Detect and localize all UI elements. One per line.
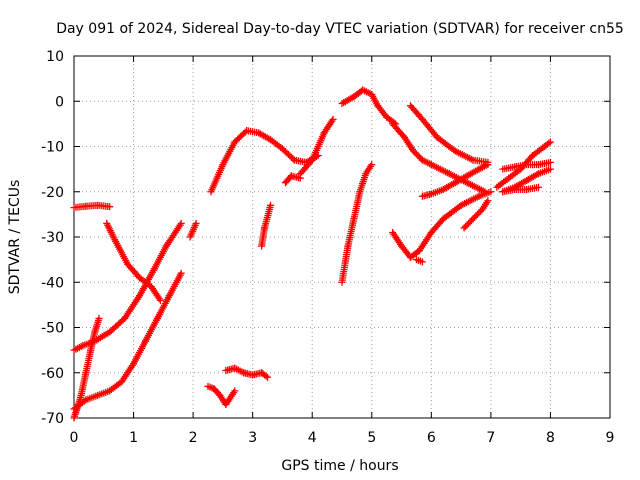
data-point-marker xyxy=(418,258,426,266)
data-point-marker xyxy=(546,165,554,173)
data-point-marker xyxy=(231,387,239,395)
series-s13 xyxy=(338,86,400,128)
x-tick-label: 9 xyxy=(606,430,615,446)
series-s8 xyxy=(222,364,272,381)
x-tick-label: 2 xyxy=(189,430,198,446)
x-tick-label: 3 xyxy=(248,430,257,446)
data-point-marker xyxy=(545,139,553,147)
y-tick-label: 0 xyxy=(55,94,64,110)
series-s16 xyxy=(406,102,492,166)
y-tick-label: 10 xyxy=(46,49,64,65)
y-tick-label: -20 xyxy=(41,185,64,201)
data-point-marker xyxy=(546,158,554,166)
y-tick-label: -30 xyxy=(41,230,64,246)
data-point-marker xyxy=(262,372,270,380)
x-tick-label: 8 xyxy=(546,430,555,446)
data-point-marker xyxy=(535,183,543,191)
series-s20 xyxy=(460,197,492,232)
data-point-marker xyxy=(177,269,185,277)
x-tick-label: 6 xyxy=(427,430,436,446)
data-point-marker xyxy=(546,138,554,146)
y-tick-label: -60 xyxy=(41,366,64,382)
chart-title: Day 091 of 2024, Sidereal Day-to-day VTE… xyxy=(56,21,624,37)
x-tick-label: 0 xyxy=(70,430,79,446)
series-s19 xyxy=(418,161,492,200)
data-point-marker xyxy=(177,219,185,227)
y-tick-label: -70 xyxy=(41,411,64,427)
data-point-marker xyxy=(106,203,114,211)
series-s1 xyxy=(70,201,114,212)
y-tick-label: -40 xyxy=(41,275,64,291)
x-tick-label: 1 xyxy=(129,430,138,446)
series-s5 xyxy=(70,269,185,413)
chart-grid xyxy=(74,56,610,418)
series-s24 xyxy=(499,165,554,196)
x-tick-label: 7 xyxy=(486,430,495,446)
series-s3 xyxy=(70,219,185,354)
series-s17 xyxy=(389,188,495,261)
data-point-marker xyxy=(329,115,337,123)
y-tick-label: -10 xyxy=(41,140,64,156)
series-s2 xyxy=(103,219,164,304)
data-point-marker xyxy=(241,128,249,136)
data-point-marker xyxy=(484,197,492,205)
x-tick-label: 4 xyxy=(308,430,317,446)
x-axis-label: GPS time / hours xyxy=(281,458,398,474)
y-tick-label: -50 xyxy=(41,321,64,337)
series-s18 xyxy=(412,256,426,266)
data-point-marker xyxy=(192,219,200,227)
data-point-marker xyxy=(484,161,492,169)
series-s7 xyxy=(204,382,239,408)
y-axis-label: SDTVAR / TECUs xyxy=(7,180,23,295)
data-points xyxy=(70,86,554,422)
series-s11 xyxy=(281,172,304,187)
series-s10 xyxy=(207,127,322,196)
series-s23 xyxy=(493,138,554,191)
data-point-marker xyxy=(368,161,376,169)
data-point-marker xyxy=(487,188,495,196)
series-s14 xyxy=(338,161,376,286)
series-s9 xyxy=(258,201,275,250)
x-tick-label: 5 xyxy=(367,430,376,446)
series-s6 xyxy=(186,219,200,241)
series-s12 xyxy=(296,115,337,178)
data-point-marker xyxy=(267,201,275,209)
data-point-marker xyxy=(95,314,103,322)
data-point-marker xyxy=(264,373,272,381)
data-point-marker xyxy=(156,296,164,304)
axis-ticks: 0 1 2 3 4 5 6 7 8 9 10 0 -10 -20 -30 -40 -50 -60 -70 xyxy=(41,49,614,446)
